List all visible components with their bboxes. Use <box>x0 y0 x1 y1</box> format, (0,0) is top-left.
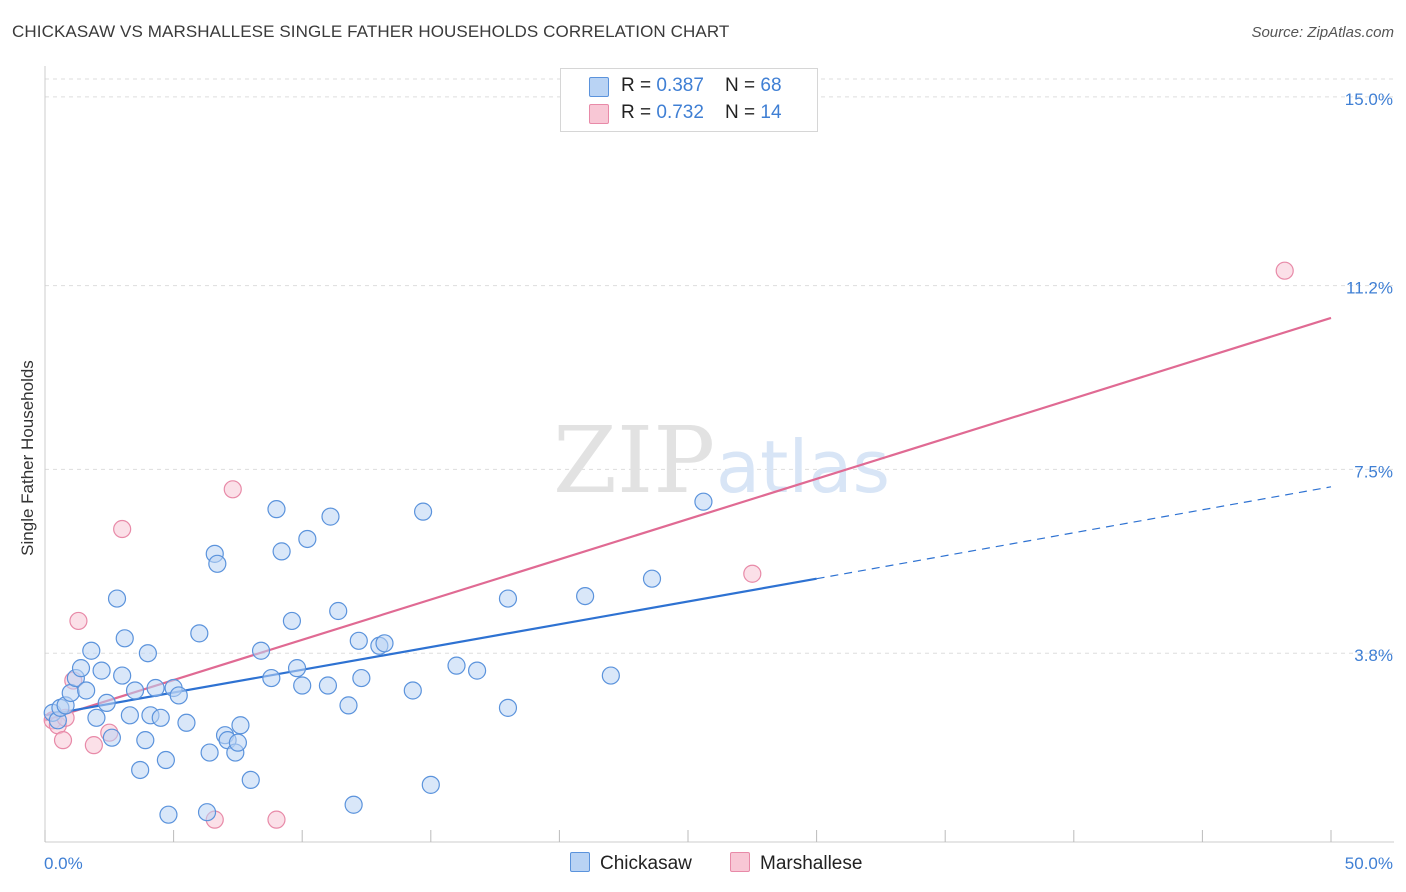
n-label: N = <box>725 75 761 96</box>
stats-legend: R = 0.387 N = 68 R = 0.732 N = 14 <box>560 68 818 132</box>
y-tick-label: 15.0% <box>1345 90 1393 109</box>
chickasaw-point <box>413 502 433 521</box>
marshallese-legend-label: Marshallese <box>760 853 863 874</box>
marshallese-legend-swatch <box>730 852 750 872</box>
chickasaw-point <box>138 644 157 663</box>
bottom-legend-chickasaw: Chickasaw <box>570 852 692 875</box>
chickasaw-point <box>208 554 227 573</box>
chickasaw-point <box>136 731 155 750</box>
chickasaw-point <box>267 500 286 519</box>
chickasaw-point <box>298 529 317 549</box>
chickasaw-point <box>120 706 139 725</box>
watermark: ZIP atlas <box>553 407 890 514</box>
chickasaw-point <box>113 666 132 685</box>
chickasaw-point <box>344 795 363 814</box>
chickasaw-point <box>102 728 121 747</box>
marshallese-point <box>84 736 103 755</box>
marshallese-point <box>743 564 762 583</box>
r-label: R = <box>621 75 657 96</box>
n-value-marshallese: 14 <box>760 102 782 123</box>
marshallese-point <box>113 519 132 539</box>
marshallese-swatch <box>589 104 609 124</box>
r-label: R = <box>621 102 657 123</box>
chickasaw-trend-extension <box>816 486 1332 580</box>
chickasaw-point <box>200 743 219 762</box>
chickasaw-point <box>197 803 217 822</box>
chickasaw-point <box>87 708 106 727</box>
n-label: N = <box>725 102 761 123</box>
chickasaw-point <box>169 686 188 705</box>
marshallese-point <box>53 731 73 750</box>
chickasaw-point <box>177 713 196 732</box>
chickasaw-point <box>694 492 713 511</box>
data-points <box>43 261 1294 829</box>
chickasaw-point <box>251 641 271 660</box>
gridlines <box>45 78 1394 654</box>
n-value-chickasaw: 68 <box>760 75 782 96</box>
r-value-chickasaw: 0.387 <box>656 75 704 96</box>
chickasaw-point <box>125 681 145 700</box>
chickasaw-point <box>77 681 96 700</box>
marshallese-trend-line <box>44 316 1332 722</box>
x-tick-label: 50.0% <box>1345 854 1393 873</box>
chickasaw-legend-label: Chickasaw <box>600 853 692 874</box>
chickasaw-point <box>293 676 312 695</box>
marshallese-point <box>223 480 242 499</box>
watermark-zip: ZIP <box>553 407 715 514</box>
y-tick-label: 7.5% <box>1354 462 1393 481</box>
marshallese-point <box>267 810 286 829</box>
bottom-legend-marshallese: Marshallese <box>730 852 862 875</box>
source-credit: Source: ZipAtlas.com <box>1251 24 1394 41</box>
chickasaw-point <box>339 696 358 715</box>
y-tick-label: 11.2% <box>1346 279 1393 298</box>
chickasaw-point <box>115 629 134 648</box>
chickasaw-point <box>447 656 466 675</box>
chart-title: CHICKASAW VS MARSHALLESE SINGLE FATHER H… <box>12 22 730 41</box>
chickasaw-point <box>642 569 662 588</box>
chickasaw-point <box>318 676 338 695</box>
chickasaw-point <box>97 693 116 713</box>
chickasaw-point <box>151 708 170 727</box>
chickasaw-point <box>159 805 178 824</box>
chickasaw-point <box>375 634 394 653</box>
x-tick-label: 0.0% <box>44 854 83 873</box>
tick-labels: 3.8% 7.5% 11.2% 15.0% 0.0% 50.0% <box>44 90 1393 873</box>
chickasaw-point <box>498 698 518 717</box>
chickasaw-point <box>601 666 620 685</box>
chickasaw-point <box>282 611 302 631</box>
r-value-marshallese: 0.732 <box>656 102 704 123</box>
chickasaw-point <box>349 631 368 650</box>
chickasaw-point <box>107 589 127 608</box>
chickasaw-point <box>82 641 101 660</box>
trend-lines <box>44 316 1332 722</box>
marshallese-point <box>69 611 88 631</box>
axes <box>44 66 1394 843</box>
chickasaw-point <box>467 661 487 680</box>
chickasaw-point <box>403 681 422 700</box>
chickasaw-point <box>241 770 260 790</box>
chickasaw-point <box>498 589 518 608</box>
chickasaw-point <box>262 668 281 688</box>
watermark-atlas: atlas <box>716 425 890 509</box>
chickasaw-point <box>321 507 340 526</box>
chickasaw-point <box>272 542 291 561</box>
chickasaw-point <box>352 668 371 688</box>
chickasaw-point <box>190 624 209 643</box>
chickasaw-point <box>231 716 250 735</box>
chickasaw-point <box>421 775 440 794</box>
chickasaw-point <box>287 659 307 678</box>
chickasaw-point <box>156 750 175 770</box>
chickasaw-point <box>92 661 111 680</box>
marshallese-point <box>1275 261 1294 280</box>
chickasaw-point <box>329 601 348 621</box>
y-tick-label: 3.8% <box>1354 646 1393 665</box>
chickasaw-point <box>146 678 165 698</box>
chickasaw-swatch <box>589 77 609 97</box>
chickasaw-point <box>131 760 150 780</box>
chickasaw-point <box>71 659 91 678</box>
chickasaw-point <box>228 733 247 752</box>
chickasaw-legend-swatch <box>570 852 590 872</box>
chickasaw-point <box>576 586 595 606</box>
